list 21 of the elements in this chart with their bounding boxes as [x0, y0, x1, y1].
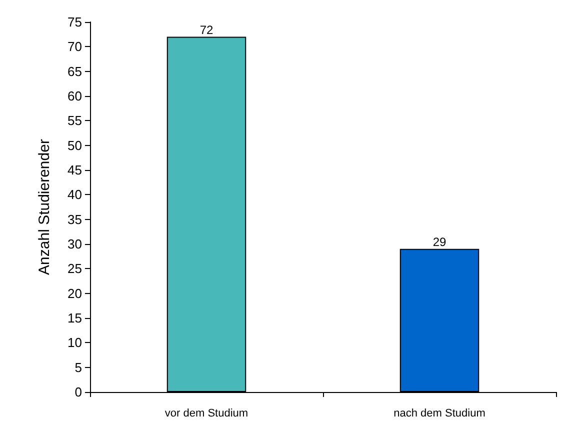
- y-tick-label: 5: [74, 360, 82, 375]
- y-tick-label: 50: [68, 138, 82, 153]
- y-axis-title: Anzahl Studierender: [36, 139, 53, 275]
- x-tick-label: vor dem Studium: [164, 408, 248, 420]
- data-label: 72: [200, 22, 214, 37]
- y-tick-label: 35: [68, 212, 82, 227]
- data-label: 29: [432, 234, 446, 249]
- x-tick-label: nach dem Studium: [394, 408, 486, 420]
- y-tick-label: 60: [68, 88, 82, 104]
- y-tick-label: 25: [68, 261, 82, 276]
- y-tick-label: 65: [68, 64, 82, 79]
- y-tick-label: 40: [68, 187, 82, 202]
- y-tick-label: 10: [68, 335, 82, 350]
- y-tick-label: 30: [68, 236, 82, 252]
- y-tick-label: 20: [68, 286, 82, 301]
- y-tick-label: 70: [68, 39, 82, 54]
- y-tick-label: 45: [68, 162, 82, 178]
- y-tick-label: 0: [74, 384, 82, 400]
- y-tick-label: 75: [68, 14, 82, 30]
- y-tick-label: 55: [68, 113, 82, 128]
- y-tick-label: 15: [68, 310, 82, 326]
